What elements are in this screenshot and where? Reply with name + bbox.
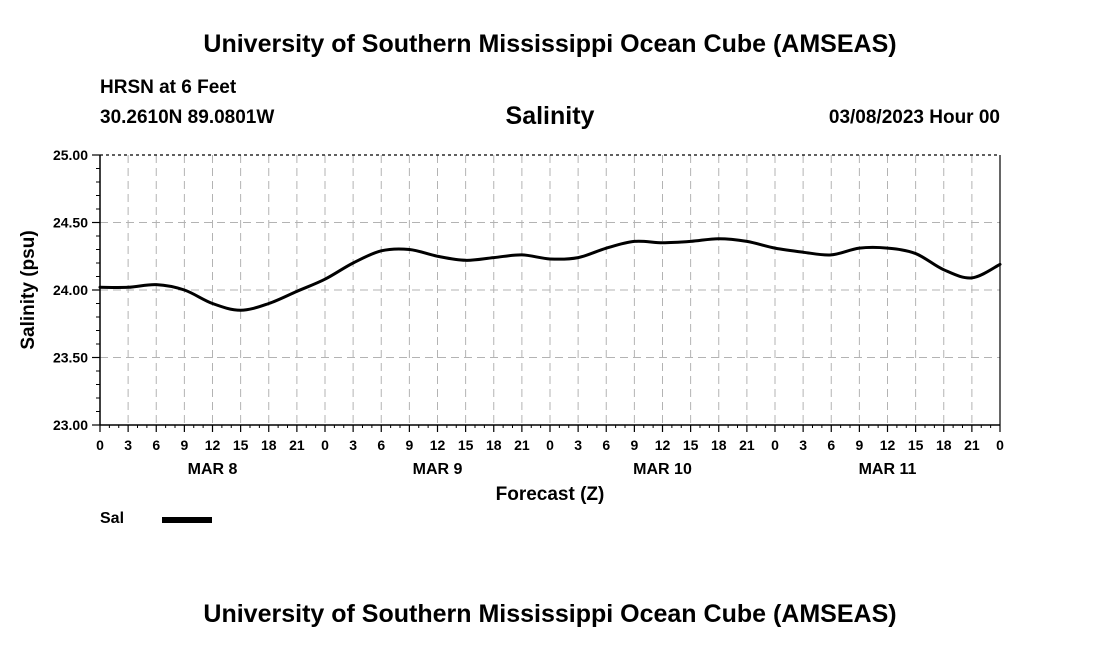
x-tick-label: 15 [458,437,474,453]
x-tick-label: 12 [205,437,221,453]
x-tick-label: 0 [96,437,104,453]
x-tick-label: 9 [405,437,413,453]
x-day-label: MAR 8 [188,461,238,478]
x-tick-label: 12 [880,437,896,453]
x-tick-label: 9 [630,437,638,453]
series-line-sal [98,237,1002,312]
page-title: University of Southern Mississippi Ocean… [203,30,897,58]
x-tick-label: 21 [514,437,530,453]
y-tick-label: 25.00 [53,147,88,163]
x-tick-label: 15 [683,437,699,453]
x-tick-label: 3 [799,437,807,453]
legend-line-swatch [162,517,212,523]
x-tick-label: 21 [289,437,305,453]
x-tick-label: 12 [430,437,446,453]
x-tick-label: 3 [124,437,132,453]
y-axis-label: Salinity (psu) [18,230,39,349]
x-day-label: MAR 11 [859,461,917,478]
x-tick-label: 0 [996,437,1004,453]
x-tick-label: 9 [855,437,863,453]
x-tick-label: 18 [711,437,727,453]
x-tick-label: 18 [261,437,277,453]
y-tick-label: 23.00 [53,417,88,433]
x-tick-label: 6 [152,437,160,453]
x-tick-label: 15 [908,437,924,453]
x-tick-label: 6 [602,437,610,453]
x-tick-label: 0 [321,437,329,453]
x-tick-label: 21 [739,437,755,453]
x-tick-label: 0 [546,437,554,453]
x-tick-label: 12 [655,437,671,453]
x-tick-label: 21 [964,437,980,453]
x-tick-label: 18 [936,437,952,453]
x-tick-label: 15 [233,437,249,453]
coordinates-label: 30.2610N 89.0801W [100,107,275,128]
x-tick-label: 3 [349,437,357,453]
x-tick-label: 0 [771,437,779,453]
y-tick-label: 24.00 [53,282,88,298]
x-axis-label: Forecast (Z) [496,484,605,505]
x-tick-label: 6 [377,437,385,453]
x-tick-label: 9 [180,437,188,453]
chart-title: Salinity [505,102,595,130]
x-day-label: MAR 10 [633,461,692,478]
y-tick-label: 23.50 [53,350,88,366]
footer-title: University of Southern Mississippi Ocean… [203,600,897,628]
x-tick-label: 18 [486,437,502,453]
legend-label: Sal [100,510,125,527]
y-tick-label: 24.50 [53,215,88,231]
x-tick-label: 3 [574,437,582,453]
x-tick-label: 6 [827,437,835,453]
x-day-label: MAR 9 [413,461,463,478]
forecast-datetime: 03/08/2023 Hour 00 [828,107,1000,128]
station-label: HRSN at 6 Feet [100,77,237,98]
